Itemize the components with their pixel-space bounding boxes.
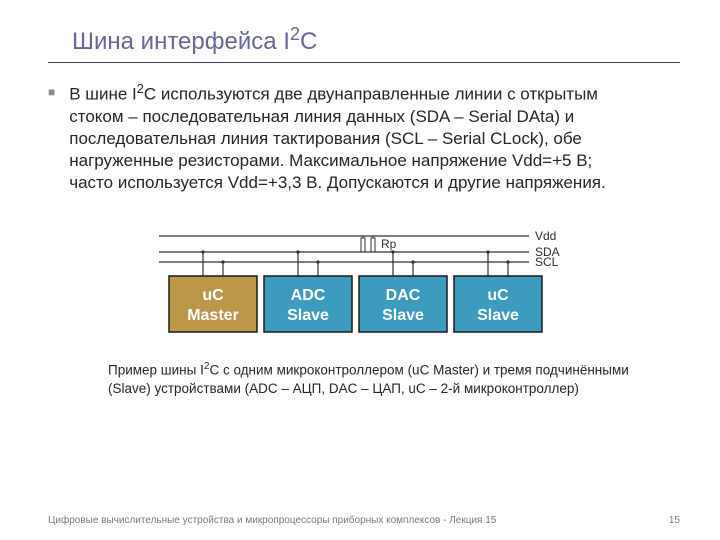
svg-text:uC: uC — [202, 287, 224, 304]
footer: Цифровые вычислительные устройства и мик… — [48, 515, 680, 526]
body-post: C используются две двунаправленные линии… — [69, 85, 606, 192]
svg-text:Vdd: Vdd — [535, 229, 556, 243]
svg-text:Slave: Slave — [477, 307, 519, 324]
footer-text: Цифровые вычислительные устройства и мик… — [48, 515, 496, 526]
body-pre: В шине I — [69, 85, 137, 104]
page-number: 15 — [669, 515, 680, 526]
svg-text:SCL: SCL — [535, 255, 559, 269]
slide: Шина интерфейса I2C ■ В шине I2C использ… — [0, 0, 720, 540]
title-rule — [48, 62, 680, 63]
svg-text:Master: Master — [187, 307, 239, 324]
body-row: ■ В шине I2C используются две двунаправл… — [48, 81, 680, 194]
svg-text:ADC: ADC — [291, 287, 326, 304]
svg-text:DAC: DAC — [386, 287, 421, 304]
body-text: В шине I2C используются две двунаправлен… — [69, 81, 629, 194]
svg-text:Slave: Slave — [287, 307, 329, 324]
svg-text:Slave: Slave — [382, 307, 424, 324]
caption: Пример шины I2C с одним микроконтроллеро… — [108, 360, 668, 398]
title-sup: 2 — [290, 24, 300, 44]
title-post: C — [300, 28, 317, 55]
svg-text:uC: uC — [487, 287, 509, 304]
svg-text:Rp: Rp — [381, 237, 397, 251]
caption-pre: Пример шины I — [108, 363, 204, 378]
bullet-icon: ■ — [48, 85, 55, 99]
slide-title: Шина интерфейса I2C — [72, 24, 680, 56]
i2c-diagram: VddSDASCLRpuCMasterADCSlaveDACSlaveuCSla… — [149, 224, 579, 344]
title-pre: Шина интерфейса I — [72, 28, 290, 55]
body-sup: 2 — [137, 81, 144, 96]
diagram-wrap: VddSDASCLRpuCMasterADCSlaveDACSlaveuCSla… — [48, 224, 680, 344]
